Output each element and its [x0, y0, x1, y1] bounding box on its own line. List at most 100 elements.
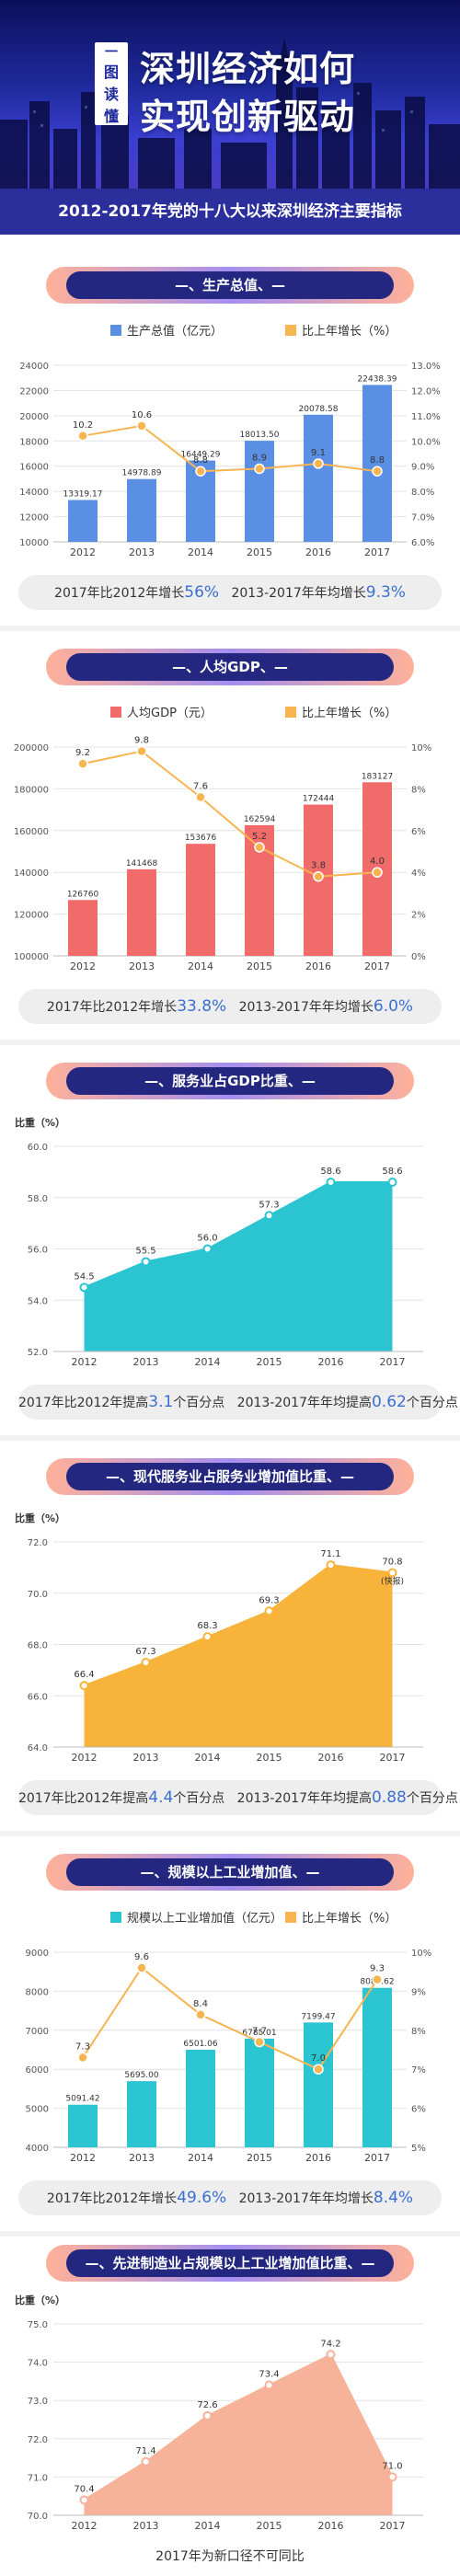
y-left-tick-label: 7000: [26, 2027, 49, 2037]
area-fill: [84, 1565, 393, 1747]
y-tick-label: 72.0: [28, 1538, 48, 1548]
x-tick-label: 2015: [247, 546, 272, 558]
bar-value-label: 20078.58: [299, 405, 339, 414]
y-right-tick-label: 10.0%: [411, 437, 441, 447]
y-left-tick-label: 180000: [14, 785, 49, 795]
service-share-chart: 比重（%） 52.0 54.0 56.0 58.0 60.0 54.5 2012 55.5 201…: [15, 1116, 423, 1368]
x-tick-label: 2013: [133, 1356, 159, 1368]
data-point: [202, 1632, 213, 1642]
line-point: [313, 870, 324, 882]
line-point: [372, 1973, 383, 1985]
y-tick-label: 68.0: [28, 1641, 48, 1651]
section-title-pill: —、规模以上工业增加值、—: [46, 1854, 414, 1891]
bar-value-label: 18013.50: [240, 431, 280, 440]
line-value-label: 7.3: [75, 2041, 90, 2052]
badge-char: 懂: [103, 108, 119, 125]
subtitle-bar: 2012-2017年党的十八大以来深圳经济主要指标: [0, 189, 460, 235]
line-value-label: 3.8: [311, 861, 326, 871]
summary-number: 9.3%: [365, 583, 406, 602]
y-right-tick-label: 4%: [411, 868, 426, 879]
data-value-label: 73.4: [259, 2370, 279, 2380]
bar-value-label: 5091.42: [65, 2095, 99, 2104]
city-skyline-image: [0, 37, 460, 189]
y-right-tick-label: 13.0%: [411, 362, 441, 372]
summary-unit: 个百分点: [406, 1396, 458, 1410]
line-value-label: 8.9: [252, 453, 267, 463]
hero-badge: 一 图 读 懂: [95, 42, 128, 125]
data-point: [387, 1568, 397, 1578]
legend-label: 人均GDP（元）: [127, 707, 213, 720]
y-right-tick-label: 10%: [411, 743, 431, 753]
series-line: [83, 2352, 394, 2501]
series-line: [84, 1564, 393, 1687]
line-value-label: 9.3: [370, 1964, 385, 1974]
data-value-label: 56.0: [197, 1234, 217, 1244]
y-tick-label: 60.0: [28, 1143, 48, 1153]
bar-value-label: 6785.01: [242, 2029, 276, 2038]
data-value-label: 71.1: [320, 1549, 340, 1559]
x-tick-label: 2017: [364, 960, 390, 972]
bar-value-label: 126760: [67, 890, 99, 899]
data-value-label: 71.0: [382, 2461, 402, 2471]
x-tick-label: 2014: [195, 1356, 221, 1368]
legend-label: 规模以上工业增加值（亿元）: [127, 1911, 282, 1926]
bar-value-label: 14978.89: [122, 469, 162, 478]
bar: [362, 1987, 392, 2147]
divider: [0, 1831, 460, 1836]
line-point: [136, 745, 147, 757]
x-tick-label: 2014: [188, 2152, 213, 2164]
bar: [127, 868, 156, 956]
badge-char: 一: [105, 45, 118, 60]
y-tick-label: 56.0: [28, 1246, 48, 1256]
x-tick-label: 2017: [380, 1752, 406, 1764]
line-value-label: 7.6: [193, 781, 208, 791]
data-point: [202, 1244, 213, 1254]
x-tick-label: 2016: [305, 2152, 331, 2164]
section-title-pill: —、服务业占GDP比重、—: [46, 1063, 414, 1099]
x-tick-label: 2012: [70, 546, 96, 558]
data-value-label: 70.4: [74, 2484, 94, 2494]
y-left-tick-label: 18000: [19, 437, 49, 447]
data-value-label: 68.3: [197, 1621, 217, 1631]
bar: [304, 414, 333, 542]
bar-value-label: 13319.17: [63, 489, 103, 499]
data-point: [387, 1178, 397, 1188]
divider: [0, 626, 460, 631]
bar-value-label: 5695.00: [124, 2071, 158, 2080]
line-point: [195, 791, 206, 803]
y-left-tick-label: 24000: [19, 362, 49, 372]
summary-text: 2013-2017年年均增长: [238, 1000, 374, 1015]
section-title: 服务业占GDP比重: [172, 1073, 288, 1089]
line-point: [77, 2052, 88, 2064]
data-point: [387, 2472, 397, 2482]
bar-value-label: 7199.47: [301, 2012, 335, 2021]
bar-value-label: 172444: [303, 795, 335, 804]
data-value-label: 55.5: [135, 1246, 155, 1256]
bar-value-label: 183127: [362, 772, 393, 781]
legend-swatch: [285, 1912, 296, 1923]
bar-value-label: 153676: [185, 834, 217, 843]
data-value-label: 71.4: [135, 2446, 155, 2456]
x-tick-label: 2013: [129, 2152, 155, 2164]
badge-char: 读: [103, 86, 119, 103]
summary-text: 2017年比2012年提高: [18, 1396, 149, 1410]
y-tick-label: 75.0: [28, 2320, 48, 2330]
x-tick-label: 2013: [133, 1752, 159, 1764]
y-left-tick-label: 4000: [26, 2144, 49, 2154]
line-point: [195, 2009, 206, 2020]
series-line: [82, 424, 378, 473]
y-right-tick-label: 10%: [411, 1949, 431, 1959]
line-point: [254, 463, 265, 475]
bar: [245, 441, 274, 542]
line-value-label: 4.0: [370, 857, 385, 867]
y-left-tick-label: 160000: [14, 827, 49, 837]
line-value-label: 8.8: [193, 455, 208, 466]
x-tick-label: 2013: [129, 546, 155, 558]
x-tick-label: 2012: [72, 2520, 98, 2532]
bar: [127, 2081, 156, 2147]
hero-title-line1: 深圳经济如何: [140, 49, 356, 89]
y-right-tick-label: 6%: [411, 2105, 426, 2115]
line-point: [372, 466, 383, 477]
y-axis-title: 比重（%）: [15, 1512, 65, 1524]
summary-number: 6.0%: [373, 997, 414, 1016]
